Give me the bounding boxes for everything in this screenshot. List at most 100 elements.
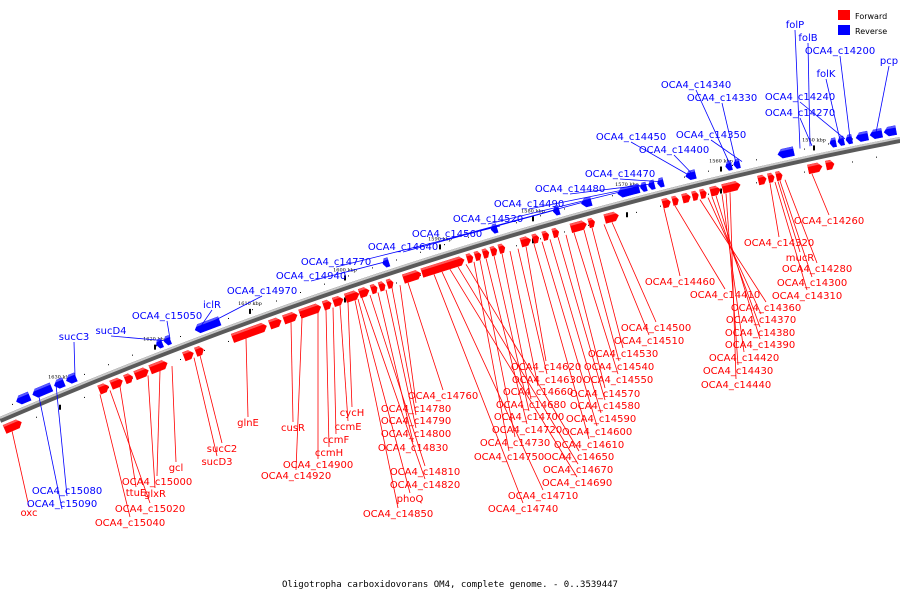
- gene-body: [767, 172, 775, 183]
- forward-gene-label: OCA4_c15000: [122, 477, 192, 488]
- forward-gene-label: OCA4_c14310: [772, 291, 842, 302]
- forward-leader-line: [357, 298, 411, 494]
- reverse-gene-arrow: [656, 177, 665, 188]
- gene-body: [230, 322, 267, 343]
- legend-forward-swatch: [838, 10, 850, 20]
- forward-leader-line: [441, 271, 544, 491]
- gene-shine: [519, 235, 531, 241]
- reverse-gene-label: OCA4_c14770: [301, 257, 371, 268]
- reverse-gene-label: folK: [817, 69, 836, 80]
- gene-body: [16, 391, 32, 405]
- reverse-leader-line: [487, 190, 626, 225]
- reverse-leader-line: [721, 102, 737, 164]
- forward-leader-line: [325, 309, 330, 448]
- forward-leader-line: [777, 181, 801, 253]
- gene-shine: [133, 366, 148, 374]
- forward-leader-line: [493, 255, 530, 412]
- forward-leader-line: [591, 227, 624, 349]
- gene-body: [490, 223, 499, 234]
- minor-dot: [516, 245, 517, 247]
- minor-dot: [876, 156, 877, 158]
- forward-gene-label: OCA4_c14370: [726, 315, 796, 326]
- gene-body: [519, 236, 532, 248]
- gene-shine: [268, 316, 281, 323]
- reverse-gene-arrow: [732, 158, 741, 169]
- gene-shine: [569, 219, 586, 226]
- forward-gene-arrow: [182, 348, 194, 362]
- forward-gene-label: OCA4_c14530: [588, 349, 658, 360]
- gene-body: [869, 128, 884, 140]
- forward-gene-arrow: [489, 245, 498, 257]
- gene-shine: [837, 136, 844, 140]
- gene-body: [825, 159, 835, 171]
- forward-gene-arrow: [825, 159, 835, 171]
- forward-gene-arrow: [807, 162, 823, 175]
- reverse-gene-label: OCA4_c15050: [132, 311, 202, 322]
- gene-shine: [551, 227, 559, 232]
- minor-dot: [564, 208, 565, 210]
- forward-gene-label: OCA4_c14360: [731, 303, 801, 314]
- forward-gene-label: mucR: [786, 253, 815, 264]
- minor-dot: [180, 359, 181, 361]
- forward-gene-label: ccmF: [323, 435, 350, 446]
- tick-label: 1550 kbp: [802, 137, 826, 143]
- forward-gene-label: OCA4_c14720: [492, 425, 562, 436]
- gene-body: [465, 253, 474, 264]
- tick-mark: [720, 188, 722, 194]
- minor-dot: [132, 354, 133, 356]
- forward-leader-line: [109, 390, 151, 504]
- forward-leader-line: [725, 193, 739, 366]
- forward-gene-label: OCA4_c14900: [283, 460, 353, 471]
- gene-body: [473, 250, 482, 262]
- gene-body: [855, 130, 869, 142]
- tick-label: 1630 kbp: [48, 375, 72, 381]
- forward-leader-line: [769, 183, 780, 238]
- minor-dot: [420, 251, 421, 253]
- forward-gene-arrow: [603, 211, 619, 224]
- reverse-leader-line: [110, 335, 166, 342]
- gene-shine: [869, 128, 882, 133]
- forward-leader-line: [674, 205, 726, 290]
- reverse-gene-label: OCA4_c15090: [27, 499, 97, 510]
- forward-gene-arrow: [519, 235, 532, 248]
- forward-leader-line: [147, 375, 156, 489]
- gene-body: [691, 190, 699, 201]
- forward-gene-label: OCA4_c14620: [511, 362, 581, 373]
- reverse-gene-arrow: [883, 125, 898, 137]
- reverse-leader-line: [825, 78, 841, 141]
- forward-gene-label: OCA4_c14300: [777, 278, 847, 289]
- gene-shine: [322, 299, 331, 304]
- reverse-gene-arrow: [855, 130, 869, 142]
- forward-gene-arrow: [497, 243, 506, 254]
- reverse-gene-label: iclR: [203, 300, 221, 311]
- forward-leader-line: [245, 338, 249, 418]
- gene-shine: [855, 131, 868, 136]
- gene-shine: [489, 223, 497, 228]
- reverse-gene-arrow: [14, 391, 32, 405]
- minor-dot: [252, 309, 253, 311]
- forward-gene-arrow: [757, 174, 767, 186]
- reverse-leader-line: [673, 154, 693, 174]
- gene-layer: [2, 125, 898, 434]
- gene-shine: [497, 243, 505, 247]
- reverse-gene-arrow: [869, 128, 884, 140]
- gene-shine: [603, 211, 618, 217]
- gene-body: [699, 188, 707, 199]
- forward-gene-arrow: [268, 316, 282, 330]
- gene-body: [657, 177, 665, 188]
- reverse-leader-line: [55, 384, 68, 497]
- forward-gene-arrow: [681, 192, 691, 204]
- forward-gene-arrow: [709, 185, 721, 197]
- forward-gene-arrow: [691, 190, 699, 201]
- forward-leader-line: [549, 239, 602, 414]
- gene-shine: [481, 248, 489, 252]
- minor-dot: [372, 267, 373, 269]
- reverse-gene-arrow: [52, 377, 66, 389]
- forward-gene-label: sucD3: [201, 457, 232, 468]
- tick-mark: [720, 166, 722, 172]
- reverse-gene-label: OCA4_c14350: [676, 130, 746, 141]
- forward-gene-arrow: [194, 345, 204, 357]
- tick-label: 1580 kbp: [521, 208, 545, 214]
- gene-body: [343, 290, 360, 303]
- gene-shine: [616, 183, 639, 192]
